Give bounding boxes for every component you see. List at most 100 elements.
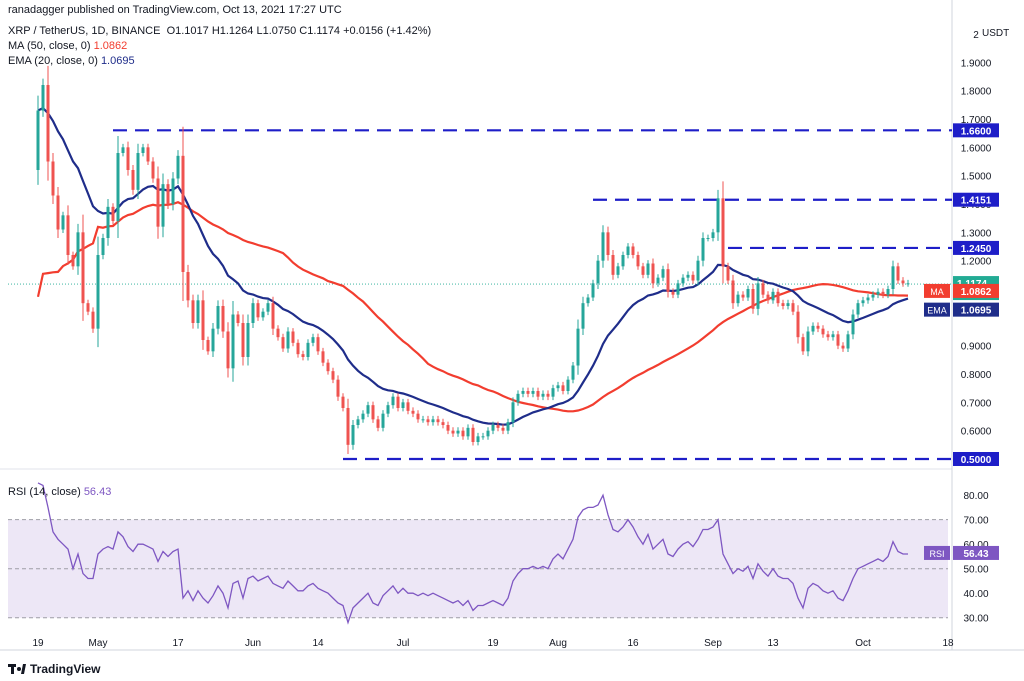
candle-body (176, 155, 180, 179)
candle-body (816, 325, 820, 329)
candle-body (186, 272, 190, 301)
candle-body (61, 215, 65, 230)
candle-body (631, 246, 635, 255)
candle-body (641, 266, 645, 275)
symbol-label[interactable]: XRP / TetherUS, 1D, BINANCE (8, 25, 161, 37)
candle-body (596, 260, 600, 284)
price-tick-label: 1.8000 (961, 87, 992, 98)
candle-body (46, 85, 50, 162)
candle-body (796, 311, 800, 338)
rsi-legend-value: 56.43 (83, 486, 112, 498)
candle-body (571, 365, 575, 380)
candle-body (486, 430, 490, 437)
candle-body (866, 297, 870, 301)
candle-body (566, 379, 570, 391)
ema-20-series (37, 106, 909, 426)
candle-body (851, 314, 855, 335)
symbol-legend: XRP / TetherUS, 1D, BINANCE O1.1017 H1.1… (8, 25, 431, 37)
ema-legend[interactable]: EMA (20, close, 0) 1.0695 (8, 55, 135, 67)
rsi-band (8, 519, 948, 619)
ma-legend-label: MA (50, close, 0) (8, 40, 91, 52)
candle-body (96, 255, 100, 329)
candle-body (701, 238, 705, 261)
candle-body (316, 337, 320, 352)
tradingview-logo-icon (8, 664, 26, 674)
candle-body (821, 328, 825, 335)
candle-body (136, 153, 140, 190)
candle-body (256, 303, 260, 318)
time-tick-label: 13 (767, 638, 779, 649)
candle-body (896, 266, 900, 281)
candle-body (536, 391, 540, 397)
candle-body (531, 391, 535, 394)
candle-body (576, 328, 580, 366)
level-tag-label: 1.6600 (961, 126, 992, 137)
rsi-tick-label: 50.00 (963, 565, 988, 576)
candle-body (236, 314, 240, 323)
ma-legend-value: 1.0862 (93, 40, 128, 52)
candle-body (561, 385, 565, 391)
price-tick-label: 2 (973, 30, 979, 41)
ma-tag-value-tag (953, 283, 999, 298)
candle-body (201, 300, 205, 340)
candle-body (231, 314, 235, 369)
candle-body (666, 269, 670, 292)
candle-body (506, 422, 510, 431)
price-tick-label: 1.2000 (961, 257, 992, 268)
candle-body (541, 393, 545, 397)
candle-body (406, 402, 410, 411)
candle-body (131, 170, 135, 190)
time-tick-label: Oct (855, 638, 871, 649)
candle-body (51, 161, 55, 196)
candle-body (656, 277, 660, 284)
price-tick-label: 1.3000 (961, 228, 992, 239)
candle-body (741, 294, 745, 298)
candle-body (416, 413, 420, 420)
price-tags: 1.66001.41511.24500.50001.117406:32:11MA… (924, 123, 999, 560)
candle-body (751, 289, 755, 309)
tradingview-logo[interactable]: TradingView (8, 662, 100, 676)
rsi-legend[interactable]: RSI (14, close) 56.43 (8, 486, 111, 498)
rsi-value-tag (953, 545, 999, 560)
candle-body (906, 283, 910, 285)
time-tick-label: 18 (942, 638, 954, 649)
candle-body (151, 161, 155, 179)
candle-body (226, 331, 230, 369)
candle-body (86, 303, 90, 312)
candle-body (661, 269, 665, 278)
time-tick-label: Sep (704, 638, 722, 649)
candle-body (161, 184, 165, 227)
candle-body (436, 419, 440, 423)
candle-body (786, 303, 790, 306)
ema-legend-label: EMA (20, close, 0) (8, 55, 98, 67)
candle-body (546, 393, 550, 397)
level-tag (953, 452, 999, 466)
ema-tag-value-tag (953, 302, 999, 317)
candle-body (841, 345, 845, 349)
time-tick-label: 19 (487, 638, 499, 649)
candle-body (76, 232, 80, 267)
ma-tag-value-label: 1.0862 (961, 287, 992, 298)
ma-legend[interactable]: MA (50, close, 0) 1.0862 (8, 40, 127, 52)
candle-body (771, 291, 775, 301)
candle-body (36, 110, 40, 170)
rsi-tick-label: 80.00 (963, 491, 988, 502)
candle-body (766, 294, 770, 301)
price-tick-label: 0.6000 (961, 427, 992, 438)
candle-body (736, 294, 740, 304)
candle-body (621, 255, 625, 267)
candle-body (426, 419, 430, 423)
candle-body (581, 303, 585, 329)
candle-body (381, 413, 385, 428)
rsi-line (37, 482, 908, 625)
rsi-tick-label: 30.00 (963, 614, 988, 625)
candle-body (251, 303, 255, 323)
currency-label[interactable]: USDT (982, 28, 1010, 39)
candle-body (636, 255, 640, 267)
candle-body (756, 283, 760, 309)
candle-body (166, 184, 170, 204)
time-tick-label: Jun (245, 638, 261, 649)
candle-body (886, 289, 890, 295)
candle-body (626, 246, 630, 255)
candle-body (196, 300, 200, 323)
